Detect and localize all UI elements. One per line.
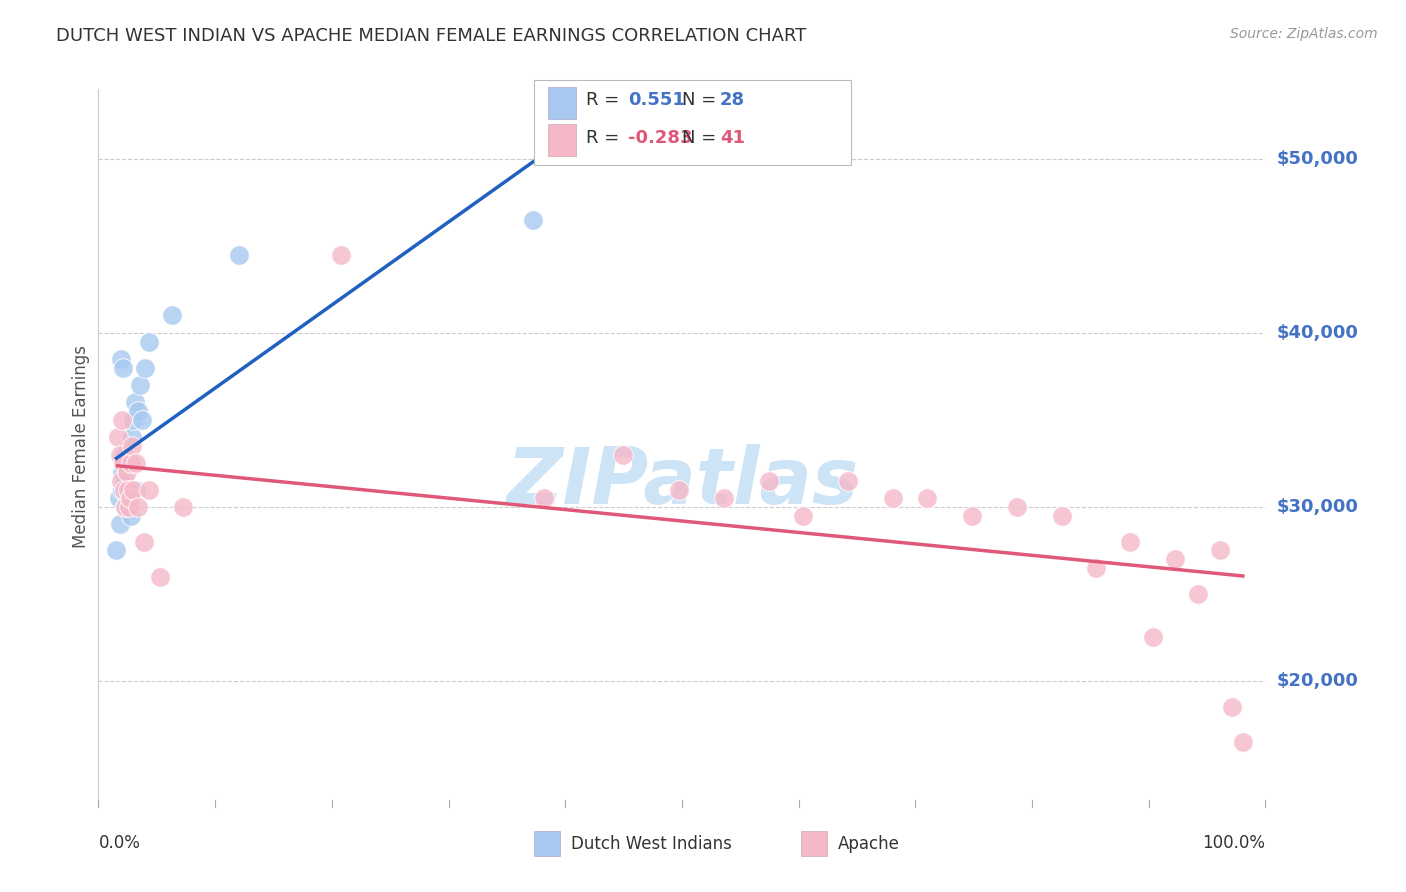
Point xyxy=(127,404,149,418)
Text: $20,000: $20,000 xyxy=(1277,672,1358,690)
Point xyxy=(124,483,146,497)
Point xyxy=(1220,700,1243,714)
Point xyxy=(129,378,152,392)
Text: Source: ZipAtlas.com: Source: ZipAtlas.com xyxy=(1230,27,1378,41)
Point xyxy=(111,483,134,497)
Text: N =: N = xyxy=(682,91,721,109)
Point xyxy=(118,500,141,514)
Point xyxy=(1164,552,1187,566)
Point xyxy=(117,483,139,497)
Point xyxy=(112,448,135,462)
Point xyxy=(1119,534,1142,549)
Text: ZIPatlas: ZIPatlas xyxy=(506,443,858,520)
Point xyxy=(713,491,735,506)
Point xyxy=(758,474,780,488)
Point xyxy=(118,500,141,514)
Point xyxy=(882,491,904,506)
Point xyxy=(118,483,141,497)
Text: 0.0%: 0.0% xyxy=(98,834,141,852)
Point xyxy=(110,474,132,488)
Point xyxy=(115,500,138,514)
Point xyxy=(108,517,131,532)
Point xyxy=(118,491,141,506)
Point xyxy=(115,465,138,479)
Text: -0.283: -0.283 xyxy=(628,129,693,147)
Point xyxy=(124,395,146,409)
Text: $30,000: $30,000 xyxy=(1277,498,1358,516)
Point xyxy=(117,491,139,506)
Text: $50,000: $50,000 xyxy=(1277,150,1358,168)
Point xyxy=(108,448,131,462)
Point xyxy=(533,491,555,506)
Point xyxy=(111,465,134,479)
Text: 0.551: 0.551 xyxy=(628,91,685,109)
Point xyxy=(329,247,352,261)
Point xyxy=(114,500,136,514)
Point xyxy=(522,212,544,227)
Point xyxy=(111,413,134,427)
Point xyxy=(122,413,145,427)
Point xyxy=(122,483,145,497)
Point xyxy=(792,508,814,523)
Point xyxy=(1187,587,1209,601)
Point xyxy=(131,413,153,427)
Point xyxy=(107,430,129,444)
Point xyxy=(112,360,135,375)
Point xyxy=(115,483,138,497)
Point xyxy=(1209,543,1232,558)
Point xyxy=(138,334,160,349)
Point xyxy=(114,474,136,488)
Text: DUTCH WEST INDIAN VS APACHE MEDIAN FEMALE EARNINGS CORRELATION CHART: DUTCH WEST INDIAN VS APACHE MEDIAN FEMAL… xyxy=(56,27,807,45)
Text: 41: 41 xyxy=(720,129,745,147)
Text: R =: R = xyxy=(586,129,626,147)
Text: $40,000: $40,000 xyxy=(1277,324,1358,342)
Point xyxy=(134,360,156,375)
Point xyxy=(127,500,149,514)
Point xyxy=(121,439,143,453)
Point xyxy=(1142,631,1164,645)
Text: 28: 28 xyxy=(720,91,745,109)
Point xyxy=(105,543,128,558)
Point xyxy=(138,483,160,497)
Point xyxy=(1052,508,1074,523)
Point xyxy=(1232,735,1254,749)
Point xyxy=(114,500,136,514)
Point xyxy=(107,491,129,506)
Point xyxy=(160,309,183,323)
Point xyxy=(668,483,690,497)
Point xyxy=(915,491,938,506)
Point xyxy=(1085,561,1108,575)
Text: N =: N = xyxy=(682,129,721,147)
Point xyxy=(120,508,142,523)
Point xyxy=(1007,500,1029,514)
Text: 100.0%: 100.0% xyxy=(1202,834,1265,852)
Point xyxy=(228,247,250,261)
Point xyxy=(172,500,194,514)
Point xyxy=(612,448,634,462)
Point xyxy=(110,351,132,366)
Point xyxy=(149,569,172,583)
Y-axis label: Median Female Earnings: Median Female Earnings xyxy=(72,344,90,548)
Point xyxy=(960,508,983,523)
Point xyxy=(132,534,155,549)
Point xyxy=(124,457,146,471)
Text: R =: R = xyxy=(586,91,626,109)
Point xyxy=(837,474,859,488)
Point xyxy=(112,483,135,497)
Point xyxy=(120,457,142,471)
Text: Apache: Apache xyxy=(838,835,900,853)
Point xyxy=(121,430,143,444)
Point xyxy=(112,457,135,471)
Text: Dutch West Indians: Dutch West Indians xyxy=(571,835,731,853)
